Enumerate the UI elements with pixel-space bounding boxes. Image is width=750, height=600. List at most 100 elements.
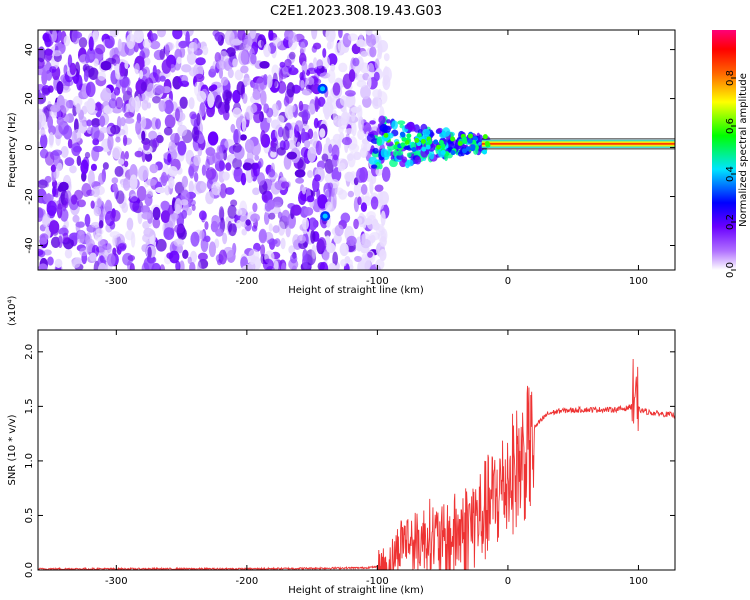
heatmap-cell (378, 163, 383, 170)
heatmap-cell (263, 43, 271, 58)
snr-xlabel: Height of straight line (km) (288, 585, 424, 596)
heatmap-cell (280, 237, 286, 250)
heatmap-cell (180, 189, 190, 203)
heatmap-cell (356, 80, 367, 88)
heatmap-cell (360, 184, 368, 195)
heatmap-cell (189, 111, 197, 120)
heatmap-cell (379, 124, 388, 133)
heatmap-cell (366, 133, 376, 142)
spectrogram-frame (37, 29, 676, 271)
heatmap-cell (124, 150, 129, 160)
heatmap-cell (214, 94, 223, 109)
heatmap-cell (241, 117, 247, 133)
snr-ytick-label: 1.0 (24, 453, 35, 469)
heatmap-cell (109, 231, 121, 238)
heatmap-cell (222, 89, 232, 105)
heatmap-cell (358, 116, 364, 132)
heatmap-cell (436, 127, 443, 133)
heatmap-cell (135, 120, 142, 135)
heatmap-cell (142, 66, 151, 79)
heatmap-cell (257, 172, 266, 186)
colorbar-tick-label: 0.4 (725, 166, 736, 182)
heatmap-cell (93, 58, 99, 67)
heatmap-cell (258, 229, 267, 243)
heatmap-cell (140, 46, 150, 59)
snr-xtick-label: -300 (105, 576, 128, 587)
heatmap-cell (233, 166, 244, 183)
heatmap-cell (46, 200, 57, 217)
heatmap-cell (365, 30, 373, 36)
heatmap-cell (397, 120, 406, 125)
heatmap-cell (324, 201, 333, 212)
heatmap-cell (276, 147, 286, 156)
heatmap-cell (263, 194, 268, 202)
carrier-blob (414, 137, 420, 143)
heatmap-cell (193, 172, 199, 183)
spectrogram-ytick-label: 40 (24, 43, 35, 56)
heatmap-cell (273, 196, 283, 206)
heatmap-cell (374, 184, 384, 192)
heatmap-cell (224, 30, 235, 46)
heatmap-cell (191, 204, 196, 212)
heatmap-cell (406, 152, 412, 158)
heatmap-cell (97, 262, 107, 270)
heatmap-cell (232, 129, 242, 145)
heatmap-cell (84, 151, 91, 159)
heatmap-cell (325, 137, 331, 146)
heatmap-cell (319, 128, 326, 138)
heatmap-cell (288, 245, 295, 254)
heatmap-cell (47, 256, 54, 266)
heatmap-cell (41, 70, 48, 86)
heatmap-cell (352, 57, 360, 67)
heatmap-cell (205, 147, 216, 157)
heatmap-cell (328, 262, 337, 270)
heatmap-cell (268, 223, 273, 232)
heatmap-cell (56, 203, 63, 219)
heatmap-cell (252, 187, 260, 196)
heatmap-cell (277, 221, 286, 236)
heatmap-cell (205, 167, 217, 180)
heatmap-cell (283, 139, 290, 151)
carrier-blob (470, 146, 476, 152)
heatmap-cell (81, 182, 92, 197)
heatmap-cell (205, 191, 215, 205)
heatmap-cell (207, 131, 219, 146)
heatmap-cell (211, 181, 222, 196)
heatmap-cell (225, 187, 235, 195)
snr-multiplier: (x10⁴) (7, 295, 18, 326)
heatmap-cell (370, 164, 378, 169)
heatmap-cell (154, 85, 165, 95)
heatmap-cell (361, 122, 372, 135)
heatmap-cell (87, 170, 95, 186)
heatmap-cell (84, 54, 90, 64)
heatmap-cell (210, 84, 218, 91)
heatmap-cell (187, 256, 192, 265)
heatmap-cell (272, 72, 278, 88)
heatmap-cell (124, 111, 135, 119)
heatmap-cell (141, 99, 149, 111)
heatmap-cell (177, 140, 187, 156)
heatmap-cell (266, 74, 273, 89)
heatmap-cell (321, 55, 331, 70)
heatmap-cell (174, 224, 185, 234)
heatmap-cell (148, 130, 158, 140)
heatmap-cell (340, 212, 351, 224)
heatmap-cell (222, 149, 228, 161)
heatmap-cell (297, 156, 306, 173)
heatmap-cell (180, 199, 189, 206)
heatmap-cell (146, 178, 157, 186)
heatmap-cell (354, 255, 362, 263)
heatmap-cell (365, 33, 376, 48)
heatmap-cell (50, 164, 56, 173)
heatmap-cell (236, 81, 245, 96)
heatmap-cell (429, 149, 435, 160)
heatmap-cell (327, 182, 334, 190)
heatmap-cell (380, 148, 387, 158)
heatmap-cell (342, 73, 353, 89)
heatmap-cell (186, 51, 197, 65)
heatmap-cell (296, 141, 301, 151)
heatmap-cell (414, 156, 422, 165)
heatmap-cell (277, 211, 283, 219)
heatmap-cell (52, 50, 62, 57)
